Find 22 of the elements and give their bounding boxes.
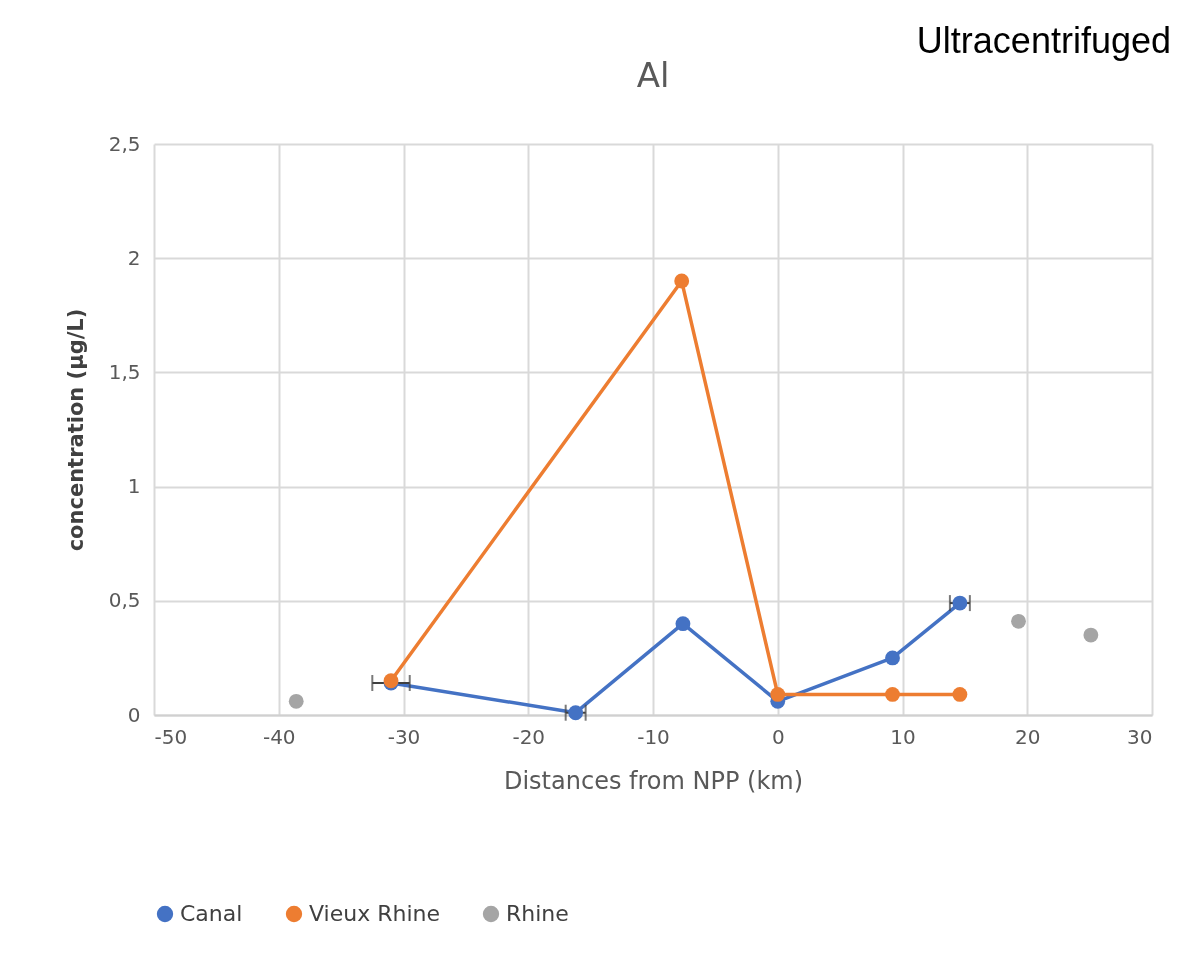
y-tick-label: 1: [127, 474, 141, 499]
y-axis-title: concentration (µg/L): [63, 308, 88, 552]
legend-label: Vieux Rhine: [309, 901, 440, 926]
y-tick-label: 2,5: [108, 131, 141, 156]
x-axis-title: Distances from NPP (km): [503, 766, 804, 795]
legend-label: Rhine: [506, 901, 569, 926]
y-tick-label: 2: [127, 245, 141, 270]
x-tick-label: -30: [387, 724, 421, 749]
x-tick-label: 20: [1015, 724, 1041, 749]
x-tick-label: -20: [512, 724, 546, 749]
text: Ultracentrifuged: [916, 20, 1171, 62]
x-tick-label: 10: [890, 724, 916, 749]
x-tick-label: -10: [637, 724, 670, 749]
x-tick-label: -40: [262, 724, 296, 749]
y-tick-label: 0: [127, 702, 141, 727]
chart-title: Al: [636, 55, 670, 95]
x-tick-label: 30: [1127, 724, 1153, 749]
legend-label: Canal: [180, 901, 243, 926]
x-tick-label: -50: [154, 724, 188, 749]
y-tick-label: 0,5: [108, 588, 141, 613]
x-tick-label: 0: [771, 724, 785, 749]
y-tick-label: 1,5: [108, 359, 141, 384]
